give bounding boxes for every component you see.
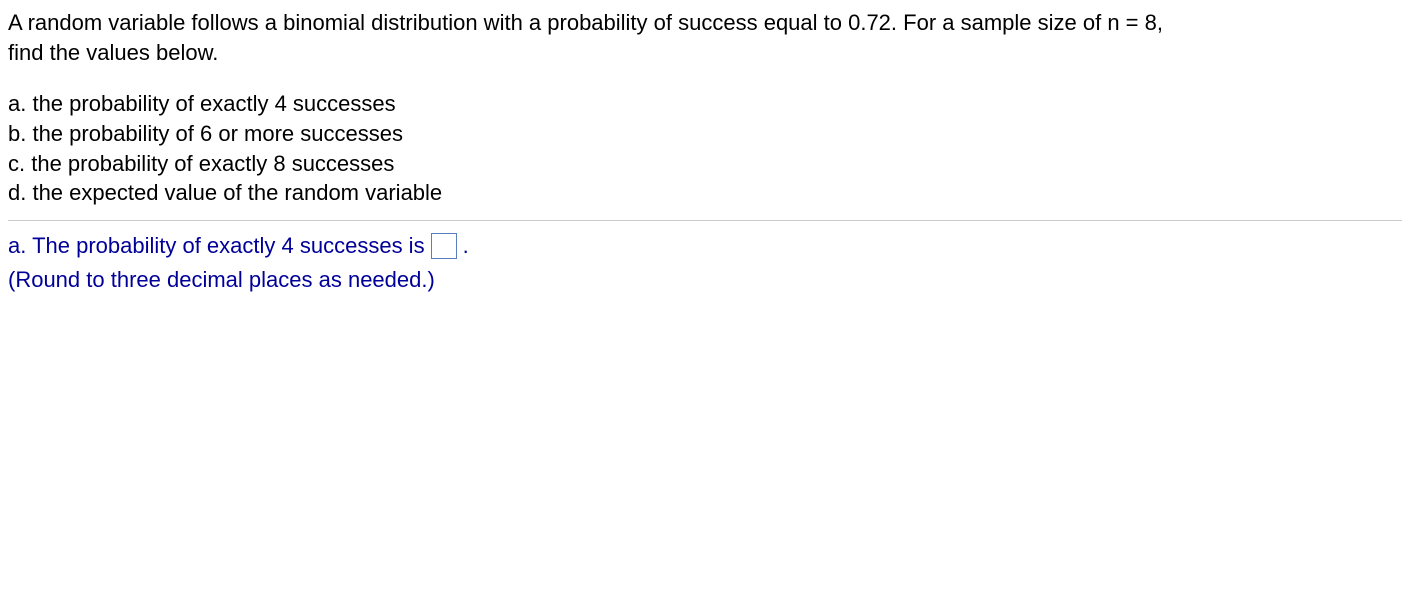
sub-questions: a. the probability of exactly 4 successe… bbox=[8, 89, 1402, 208]
part-a: a. the probability of exactly 4 successe… bbox=[8, 89, 1402, 119]
part-d: d. the expected value of the random vari… bbox=[8, 178, 1402, 208]
problem-intro-line2: find the values below. bbox=[8, 38, 1402, 68]
answer-prompt-line: a. The probability of exactly 4 successe… bbox=[8, 231, 1402, 261]
problem-statement: A random variable follows a binomial dis… bbox=[8, 8, 1402, 67]
problem-intro-line1: A random variable follows a binomial dis… bbox=[8, 8, 1402, 38]
part-c: c. the probability of exactly 8 successe… bbox=[8, 149, 1402, 179]
question-container: A random variable follows a binomial dis… bbox=[0, 0, 1410, 295]
answer-section: a. The probability of exactly 4 successe… bbox=[8, 221, 1402, 294]
rounding-note: (Round to three decimal places as needed… bbox=[8, 265, 1402, 295]
answer-prompt-prefix: a. The probability of exactly 4 successe… bbox=[8, 231, 425, 261]
answer-input[interactable] bbox=[431, 233, 457, 259]
part-b: b. the probability of 6 or more successe… bbox=[8, 119, 1402, 149]
answer-prompt-suffix: . bbox=[463, 231, 469, 261]
